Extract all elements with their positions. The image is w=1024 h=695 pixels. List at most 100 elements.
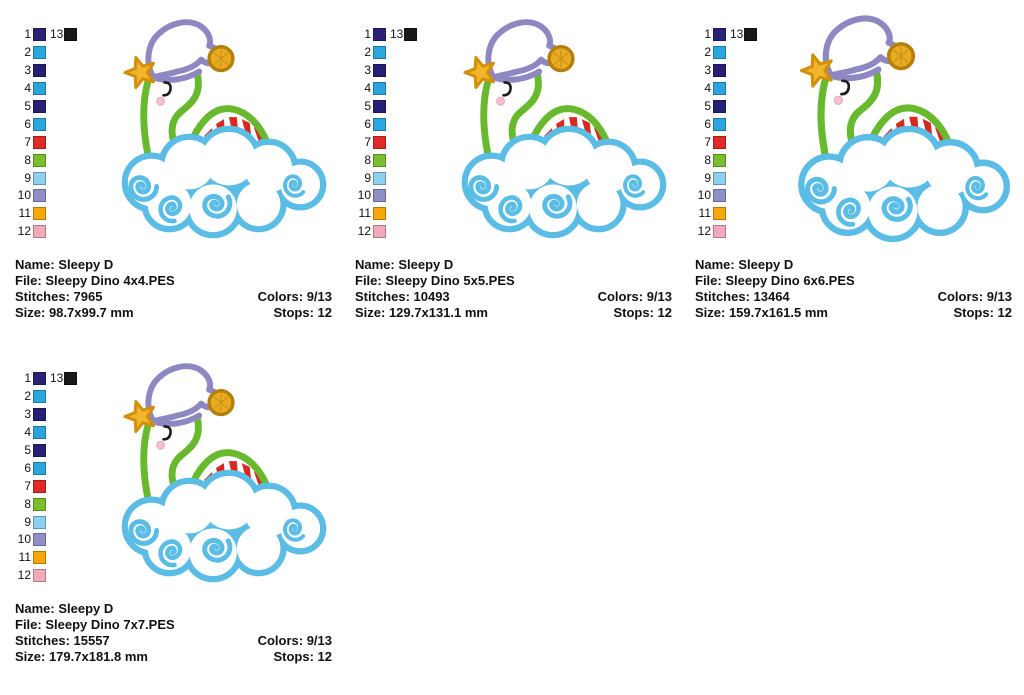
color-number: 10 — [17, 188, 31, 203]
color-swatch — [373, 117, 386, 131]
color-swatch — [713, 207, 726, 221]
color-number: 4 — [364, 81, 371, 96]
color-number: 7 — [24, 478, 31, 493]
color-swatch — [33, 82, 46, 96]
color-swatch — [33, 551, 46, 565]
color-number: 10 — [697, 188, 711, 203]
color-swatch — [33, 189, 46, 203]
palette-row: 3 — [15, 406, 77, 424]
design-stitches: Stitches: 13464 — [695, 289, 790, 304]
color-swatch — [373, 189, 386, 203]
color-number: 1 — [24, 27, 31, 42]
palette-row: 6 — [15, 459, 77, 477]
color-number: 13 — [50, 27, 64, 42]
color-swatch — [33, 117, 46, 131]
palette-row: 12 — [355, 223, 417, 241]
color-number: 9 — [24, 170, 31, 185]
palette-row: 6 — [15, 115, 77, 133]
thread-color-palette: 1 13 2 3 4 5 6 7 8 9 10 11 12 — [695, 26, 758, 241]
design-file: File: Sleepy Dino 7x7.PES — [15, 617, 175, 632]
design-info: Name: Sleepy D File: Sleepy Dino 6x6.PES… — [695, 257, 1012, 321]
design-panel-4x4: 1 13 2 3 4 5 6 7 8 9 10 11 12 Name: Slee… — [0, 0, 340, 335]
color-swatch — [33, 135, 46, 149]
palette-row: 12 — [15, 567, 77, 585]
design-colors: Colors: 9/13 — [597, 289, 672, 304]
color-swatch — [33, 225, 46, 239]
color-number: 12 — [17, 224, 31, 239]
color-swatch — [33, 153, 46, 167]
palette-row: 12 — [695, 223, 757, 241]
color-number: 13 — [390, 27, 404, 42]
palette-row: 9 — [15, 169, 77, 187]
palette-row: 11 — [695, 205, 757, 223]
palette-row: 4 — [15, 424, 77, 442]
color-swatch — [373, 28, 386, 42]
color-number: 8 — [704, 152, 711, 167]
color-swatch — [713, 82, 726, 96]
color-number: 7 — [364, 134, 371, 149]
color-swatch — [713, 135, 726, 149]
color-swatch — [33, 390, 46, 404]
color-swatch — [744, 28, 758, 42]
color-number: 6 — [24, 460, 31, 475]
design-file: File: Sleepy Dino 5x5.PES — [355, 273, 515, 288]
color-swatch — [373, 207, 386, 221]
design-info: Name: Sleepy D File: Sleepy Dino 5x5.PES… — [355, 257, 672, 321]
color-number: 2 — [704, 45, 711, 60]
design-info: Name: Sleepy D File: Sleepy Dino 4x4.PES… — [15, 257, 332, 321]
palette-row: 5 — [15, 442, 77, 460]
color-swatch — [33, 426, 46, 440]
color-swatch — [33, 479, 46, 493]
palette-row: 1 13 — [355, 26, 418, 44]
design-name: Name: Sleepy D — [15, 257, 114, 272]
color-number: 1 — [704, 27, 711, 42]
design-colors: Colors: 9/13 — [257, 633, 332, 648]
color-swatch — [373, 135, 386, 149]
palette-row: 5 — [355, 98, 417, 116]
color-number: 7 — [24, 134, 31, 149]
color-swatch — [713, 153, 726, 167]
color-number: 5 — [704, 99, 711, 113]
embroidery-design-preview — [452, 14, 670, 242]
palette-row: 11 — [15, 549, 77, 567]
color-swatch — [713, 28, 726, 42]
thread-color-palette: 1 13 2 3 4 5 6 7 8 9 10 11 12 — [15, 370, 78, 585]
color-number: 3 — [24, 63, 31, 78]
palette-row: 4 — [695, 80, 757, 98]
thread-color-palette: 1 13 2 3 4 5 6 7 8 9 10 11 12 — [355, 26, 418, 241]
color-number: 13 — [730, 27, 744, 42]
color-swatch — [713, 64, 726, 78]
color-swatch — [64, 372, 78, 386]
palette-row: 7 — [695, 133, 757, 151]
palette-row: 12 — [15, 223, 77, 241]
color-number: 8 — [364, 152, 371, 167]
palette-row: 8 — [355, 151, 417, 169]
color-swatch — [713, 225, 726, 239]
color-swatch — [373, 153, 386, 167]
color-number: 1 — [24, 371, 31, 386]
design-stitches: Stitches: 10493 — [355, 289, 450, 304]
color-number: 10 — [17, 532, 31, 547]
palette-row: 5 — [15, 98, 77, 116]
design-stitches: Stitches: 7965 — [15, 289, 103, 304]
palette-row: 1 13 — [695, 26, 758, 44]
palette-row: 6 — [695, 115, 757, 133]
design-panel-5x5: 1 13 2 3 4 5 6 7 8 9 10 11 12 Name: Slee… — [340, 0, 680, 335]
color-swatch — [373, 171, 386, 185]
design-size: Size: 129.7x131.1 mm — [355, 305, 488, 320]
color-swatch — [33, 569, 46, 583]
palette-row: 2 — [15, 44, 77, 62]
color-number: 9 — [364, 170, 371, 185]
color-swatch — [64, 28, 78, 42]
design-panel-6x6: 1 13 2 3 4 5 6 7 8 9 10 11 12 Name: Slee… — [680, 0, 1020, 335]
color-number: 4 — [24, 425, 31, 440]
color-swatch — [373, 225, 386, 239]
color-number: 8 — [24, 152, 31, 167]
palette-row: 7 — [15, 477, 77, 495]
color-swatch — [373, 46, 386, 60]
color-number: 9 — [704, 170, 711, 185]
palette-row: 7 — [15, 133, 77, 151]
color-swatch — [33, 444, 46, 457]
color-number: 7 — [704, 134, 711, 149]
